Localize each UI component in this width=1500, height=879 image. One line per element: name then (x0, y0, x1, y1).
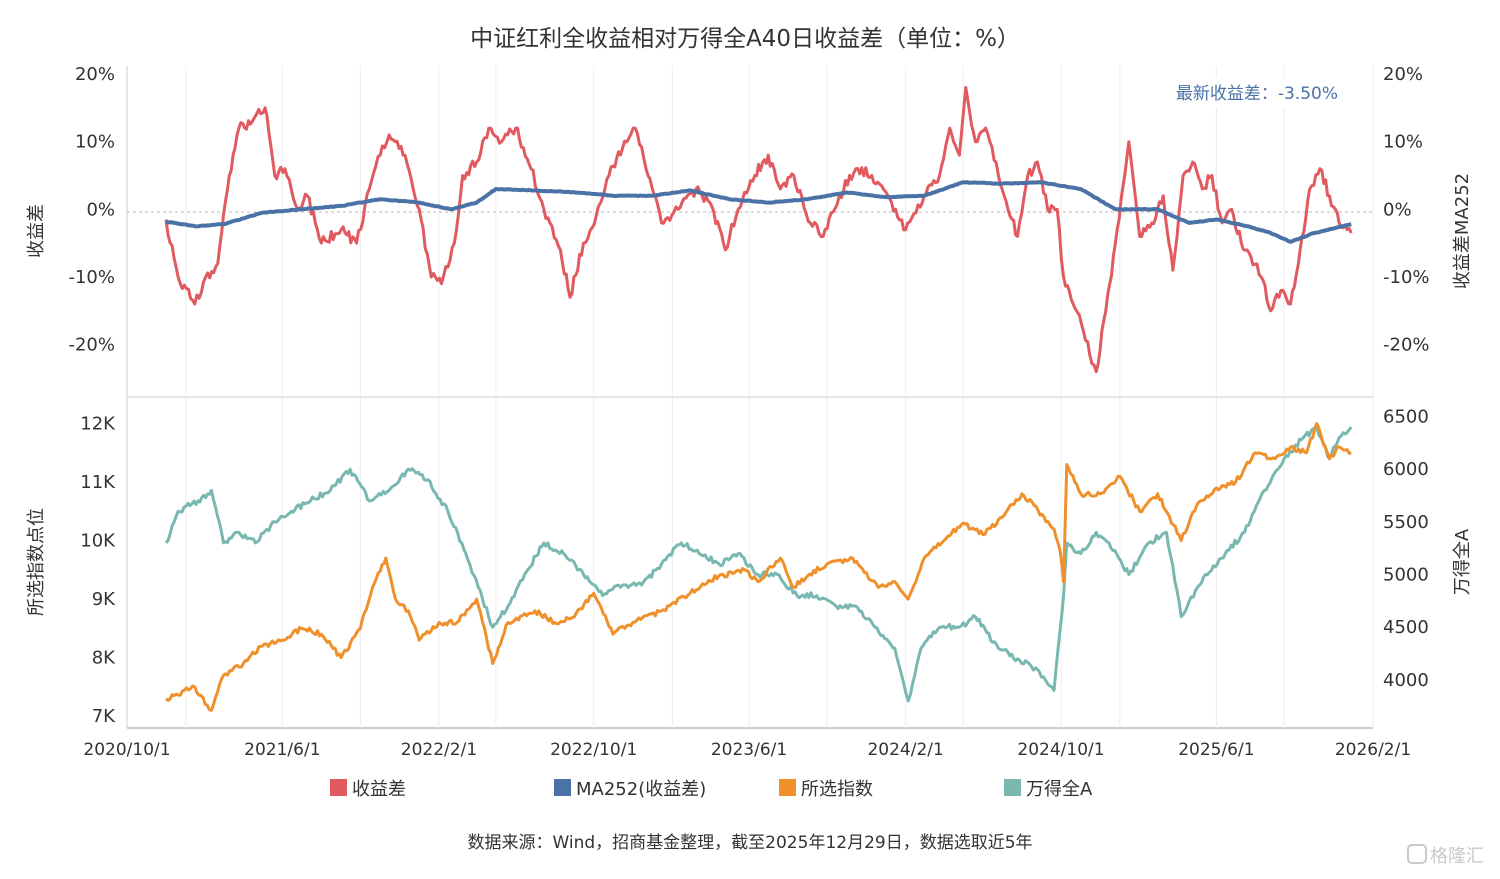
y2-tick-label: 4500 (1383, 617, 1429, 638)
y-tick-label: 7K (92, 706, 116, 727)
y2-tick-label: -10% (1383, 267, 1430, 288)
legend-swatch (1004, 779, 1021, 796)
y-tick-label: 12K (80, 414, 116, 435)
y-tick-label: -10% (68, 267, 115, 288)
x-tick-label: 2024/10/1 (1017, 740, 1104, 760)
top-left-tick-labels: 20% 10% 0% -10% -20% (68, 64, 115, 356)
legend-label: MA252(收益差) (576, 779, 706, 800)
bottom-panel-frame (126, 398, 1374, 729)
y-tick-label: 8K (92, 648, 116, 669)
x-tick-label: 2021/6/1 (244, 740, 320, 760)
watermark-logo (1407, 844, 1427, 864)
y2-tick-label: -20% (1383, 335, 1430, 356)
legend-label: 万得全A (1026, 779, 1093, 800)
source-note: 数据来源：Wind，招商基金整理，截至2025年12月29日，数据选取近5年 (467, 833, 1032, 853)
y2-tick-label: 5000 (1383, 565, 1429, 586)
y-tick-label: 0% (86, 199, 115, 220)
x-tick-label: 2023/6/1 (711, 740, 787, 760)
x-tick-label: 2022/2/1 (401, 740, 477, 760)
chart-title: 中证红利全收益相对万得全A40日收益差（单位：%） (470, 26, 1020, 52)
y2-tick-label: 5500 (1383, 512, 1429, 533)
y2-tick-label: 4000 (1383, 670, 1429, 691)
x-tick-label: 2020/10/1 (83, 740, 170, 760)
x-tick-label: 2025/6/1 (1178, 740, 1254, 760)
top-left-axis-title: 收益差 (26, 204, 47, 258)
y2-tick-label: 6000 (1383, 459, 1429, 480)
annotation-bg (1150, 78, 1346, 108)
legend-swatch (554, 779, 571, 796)
x-tick-label: 2022/10/1 (550, 740, 637, 760)
watermark: 格隆汇 (1407, 844, 1484, 867)
y2-tick-label: 0% (1383, 199, 1412, 220)
y2-tick-label: 20% (1383, 64, 1423, 85)
series-line (165, 422, 1352, 712)
legend-label: 收益差 (352, 779, 406, 800)
x-tick-label: 2024/2/1 (867, 740, 943, 760)
bottom-left-axis-title: 所选指数点位 (26, 508, 47, 616)
series-line (165, 180, 1352, 244)
top-right-tick-labels: 20% 10% 0% -10% -20% (1383, 64, 1430, 356)
latest-spread-annotation: 最新收益差：-3.50% (1176, 84, 1338, 104)
top-right-axis-title: 收益差MA252 (1452, 173, 1473, 289)
legend-swatch (330, 779, 347, 796)
series-line (164, 425, 1353, 703)
y-tick-label: 10K (80, 531, 116, 552)
y2-tick-label: 10% (1383, 132, 1423, 153)
y-tick-label: 9K (92, 589, 116, 610)
bottom-left-tick-labels: 12K 11K 10K 9K 8K 7K (80, 414, 116, 728)
legend-swatch (779, 779, 796, 796)
bottom-right-tick-labels: 6500 6000 5500 5000 4500 4000 (1383, 407, 1429, 691)
x-tick-labels: 2020/10/1 2021/6/1 2022/2/1 2022/10/1 2023/6… (83, 740, 1411, 760)
series-line (164, 86, 1353, 374)
top-panel-frame (126, 66, 1374, 398)
vertical-gridlines (185, 66, 1374, 728)
legend-label: 所选指数 (801, 779, 873, 800)
y2-tick-label: 6500 (1383, 407, 1429, 428)
legend: 收益差 MA252(收益差) 所选指数 万得全A (330, 779, 1093, 800)
series-layer (164, 86, 1353, 712)
bottom-right-axis-title: 万得全A (1452, 528, 1473, 595)
x-tick-label: 2026/2/1 (1335, 740, 1411, 760)
y-tick-label: 20% (75, 64, 115, 85)
watermark-text: 格隆汇 (1430, 846, 1484, 867)
y-tick-label: 11K (80, 472, 116, 493)
y-tick-label: -20% (68, 335, 115, 356)
y-tick-label: 10% (75, 132, 115, 153)
